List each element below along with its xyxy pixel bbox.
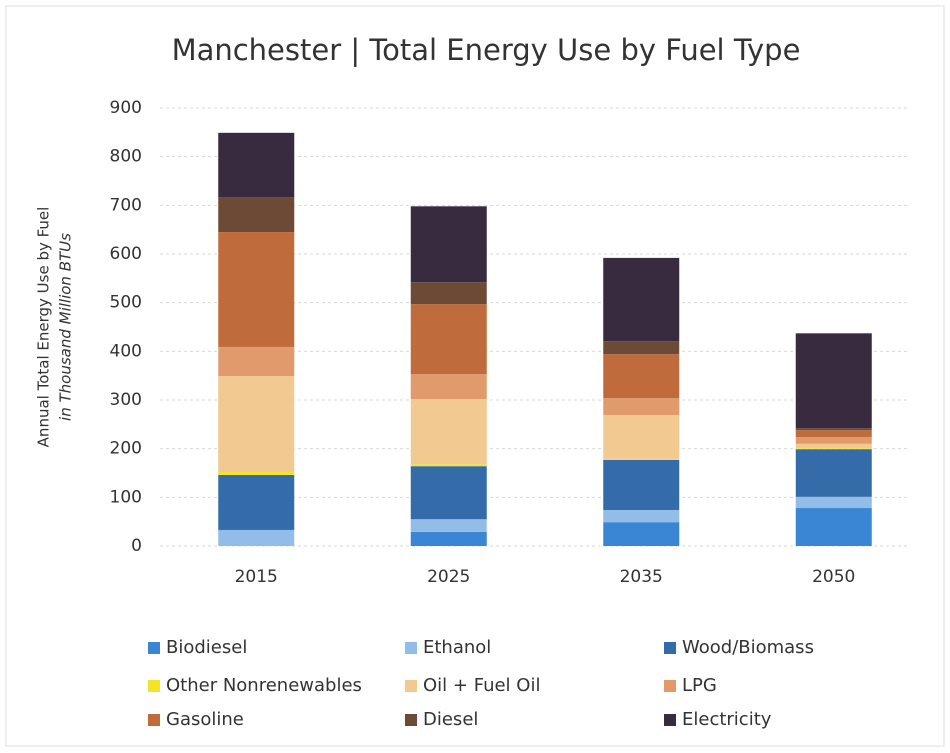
bar-segment <box>410 206 487 283</box>
frame <box>5 5 945 747</box>
bar-segment <box>218 232 295 347</box>
bar-segment <box>603 415 680 459</box>
legend-swatch <box>148 642 160 654</box>
bar-segment <box>795 448 872 450</box>
y-tick-label: 200 <box>110 439 142 459</box>
bar-segment <box>795 443 872 449</box>
bar-segment <box>218 529 295 546</box>
x-tick-label: 2025 <box>427 567 470 587</box>
legend-label: Oil + Fuel Oil <box>423 675 540 696</box>
x-tick-label: 2015 <box>235 567 278 587</box>
bar-segment <box>410 304 487 375</box>
legend-swatch <box>664 642 676 654</box>
legend-swatch <box>405 714 417 726</box>
bar-segment <box>603 458 680 460</box>
legend-swatch <box>148 714 160 726</box>
legend-label: Diesel <box>423 709 478 730</box>
bar-segment <box>795 333 872 429</box>
bar-segment <box>218 132 295 198</box>
bar-segment <box>603 522 680 546</box>
legend-swatch <box>405 680 417 692</box>
legend-swatch <box>664 714 676 726</box>
legend-label: Other Nonrenewables <box>166 675 362 696</box>
bar-segment <box>795 428 872 431</box>
bar-segment <box>795 508 872 546</box>
legend-label: Gasoline <box>166 709 244 730</box>
bar-segment <box>410 531 487 546</box>
y-tick-label: 500 <box>110 293 142 313</box>
legend-label: LPG <box>682 675 717 696</box>
bar-segment <box>795 496 872 509</box>
bar-segment <box>218 472 295 475</box>
y-tick-label: 300 <box>110 390 142 410</box>
legend-swatch <box>405 642 417 654</box>
bar-segment <box>795 436 872 444</box>
legend-label: Wood/Biomass <box>682 637 814 658</box>
y-tick-label: 800 <box>110 147 142 167</box>
bar-segment <box>410 519 487 532</box>
bar-segment <box>410 374 487 400</box>
bar-segment <box>410 464 487 467</box>
y-tick-label: 100 <box>110 487 142 507</box>
y-axis-sublabel: in Thousand Million BTUs <box>57 233 75 421</box>
chart-title: Manchester | Total Energy Use by Fuel Ty… <box>172 33 801 67</box>
legend-swatch <box>148 680 160 692</box>
bar-segment <box>603 257 680 342</box>
legend-label: Ethanol <box>423 637 491 658</box>
bar-segment <box>795 449 872 497</box>
bar-segment <box>218 197 295 233</box>
bar-segment <box>218 376 295 473</box>
bar-segment <box>603 354 680 399</box>
x-tick-label: 2035 <box>620 567 663 587</box>
bar-segment <box>410 466 487 520</box>
y-tick-label: 900 <box>110 98 142 118</box>
bar-segment <box>218 474 295 530</box>
bar-segment <box>218 346 295 377</box>
bar-segment <box>603 459 680 510</box>
legend-label: Biodiesel <box>166 637 247 658</box>
legend-label: Electricity <box>682 709 772 730</box>
x-tick-label: 2050 <box>812 567 855 587</box>
y-tick-label: 700 <box>110 195 142 215</box>
bar-segment <box>603 398 680 416</box>
bar-segment <box>603 509 680 523</box>
bar-segment <box>795 430 872 437</box>
y-axis-label: Annual Total Energy Use by Fuel <box>35 207 53 448</box>
legend-swatch <box>664 680 676 692</box>
y-tick-label: 600 <box>110 244 142 264</box>
bar-segment <box>410 282 487 305</box>
y-tick-label: 0 <box>131 536 142 556</box>
y-tick-label: 400 <box>110 341 142 361</box>
bar-segment <box>410 399 487 465</box>
bar-segment <box>603 341 680 355</box>
